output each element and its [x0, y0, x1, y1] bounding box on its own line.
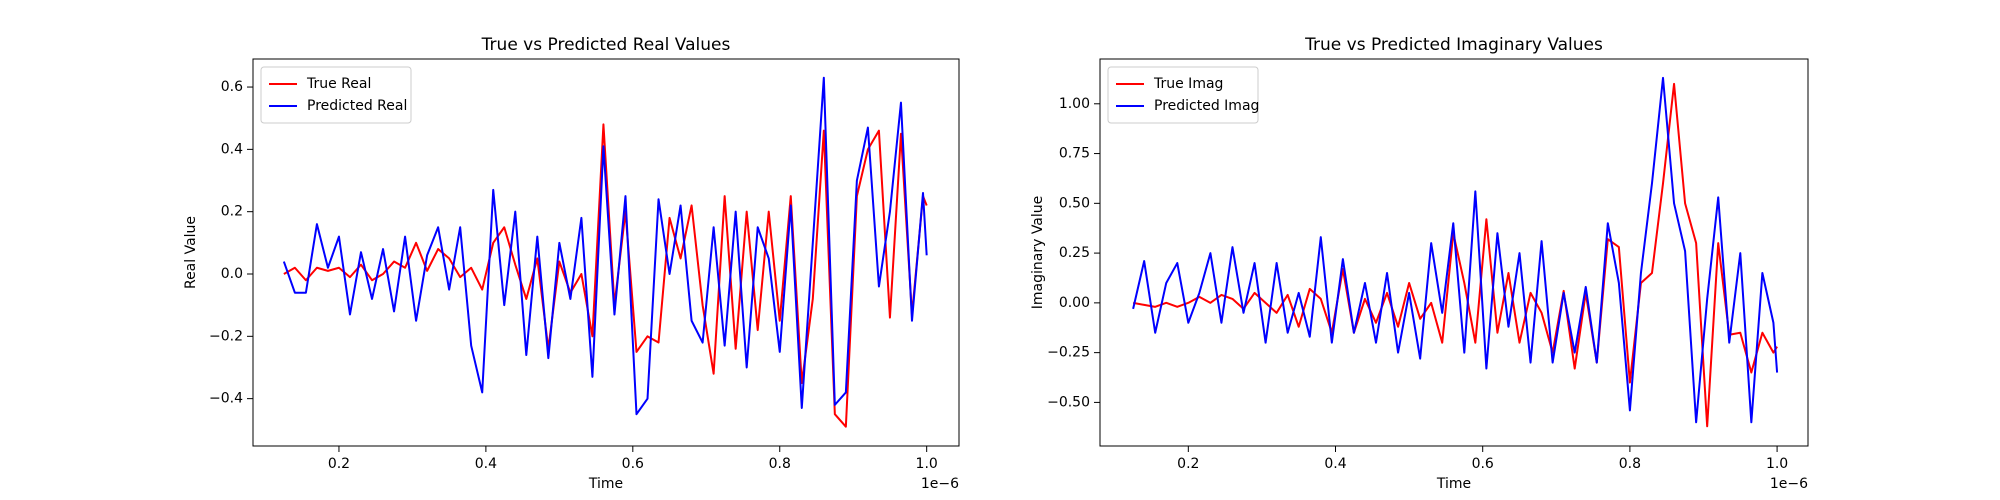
x-tick-label: 1.0 [1766, 456, 1788, 472]
plot-area [282, 76, 928, 428]
y-tick-label: −0.50 [1047, 394, 1090, 410]
x-tick-label: 0.2 [1177, 456, 1199, 472]
y-tick-label: 0.4 [221, 141, 243, 157]
legend-label: True Imag [1153, 76, 1223, 92]
x-tick-label: 1.0 [916, 456, 938, 472]
data-line [1132, 76, 1779, 424]
x-tick-label: 0.6 [1472, 456, 1494, 472]
y-tick-label: 0.0 [221, 266, 243, 282]
axes-frame [252, 58, 960, 447]
y-axis-label: Real Value [183, 216, 199, 289]
plot-area [1132, 76, 1779, 428]
y-tick-label: 0.50 [1059, 195, 1090, 211]
chart-title: True vs Predicted Real Values [481, 35, 731, 55]
y-tick-label: −0.4 [209, 391, 243, 407]
y-tick-label: 0.2 [221, 204, 243, 220]
x-tick-label: 0.8 [1619, 456, 1641, 472]
x-tick-label: 0.6 [622, 456, 644, 472]
y-axis-label: Imaginary Value [1030, 196, 1046, 310]
chart-title: True vs Predicted Imaginary Values [1304, 35, 1603, 55]
y-tick-label: 1.00 [1059, 96, 1090, 112]
data-line [283, 123, 928, 428]
legend-label: Predicted Real [307, 98, 407, 114]
legend-label: Predicted Imag [1154, 98, 1259, 114]
legend-box [260, 66, 412, 124]
legend-box [1107, 66, 1259, 124]
x-tick-label: 0.2 [328, 456, 350, 472]
x-axis-label: Time [588, 476, 623, 492]
y-tick-label: 0.6 [221, 79, 243, 95]
axes-frame [1099, 58, 1809, 447]
x-offset-label: 1e−6 [1770, 476, 1808, 492]
x-tick-label: 0.4 [475, 456, 497, 472]
data-line [282, 76, 928, 416]
x-tick-label: 0.4 [1324, 456, 1346, 472]
legend-label: True Real [306, 76, 371, 92]
x-axis-label: Time [1436, 476, 1471, 492]
y-tick-label: 0.75 [1059, 146, 1090, 162]
x-tick-label: 0.8 [769, 456, 791, 472]
y-tick-label: −0.2 [209, 328, 243, 344]
y-tick-label: −0.25 [1047, 345, 1090, 361]
y-tick-label: 0.00 [1059, 295, 1090, 311]
y-tick-label: 0.25 [1059, 245, 1090, 261]
x-offset-label: 1e−6 [921, 476, 959, 492]
